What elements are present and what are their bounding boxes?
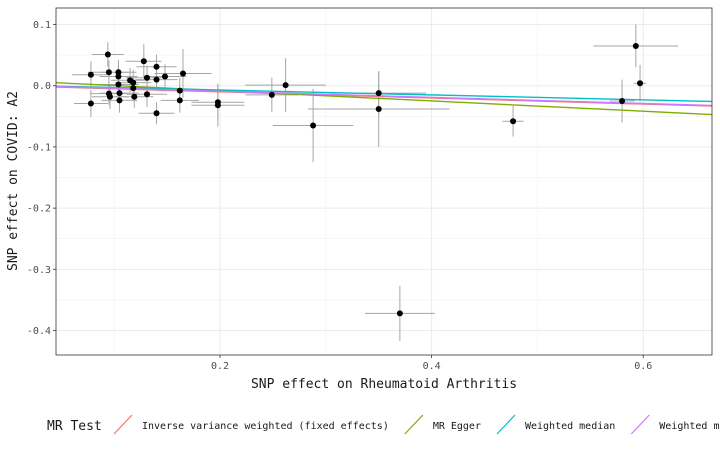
data-point: [115, 81, 122, 88]
data-point: [310, 122, 317, 129]
data-point: [115, 69, 122, 76]
y-tick-label: -0.1: [27, 142, 51, 153]
y-tick-label: -0.2: [27, 204, 51, 215]
legend-swatch: [630, 414, 650, 435]
legend-swatch: [496, 414, 516, 435]
data-point: [153, 110, 160, 117]
data-point: [176, 97, 183, 104]
legend-item: Weighted mode: [629, 413, 720, 435]
gridlines: [56, 8, 712, 355]
data-point: [214, 102, 221, 109]
y-tick-label: -0.4: [27, 326, 51, 337]
legend-label: MR Egger: [433, 421, 481, 432]
y-axis-title: SNP effect on COVID: A2: [6, 91, 21, 271]
data-point: [143, 74, 150, 81]
panel-border: [55, 7, 713, 356]
legend-item: Weighted median: [494, 413, 615, 435]
data-point: [116, 97, 123, 104]
legend-item: Inverse variance weighted (fixed effects…: [112, 413, 389, 435]
y-axis: 0.1 0.0 -0.1 -0.2 -0.3 -0.4: [27, 20, 56, 337]
data-point: [140, 58, 147, 65]
y-tick-label: -0.3: [27, 265, 51, 276]
data-point: [632, 42, 639, 49]
y-tick-label: 0.0: [33, 81, 51, 92]
fit-line: [55, 85, 713, 103]
data-point: [161, 73, 168, 80]
data-point: [375, 90, 382, 97]
data-point: [130, 79, 137, 86]
data-points: [87, 42, 644, 317]
data-point: [510, 118, 517, 125]
y-tick-label: 0.1: [33, 20, 51, 31]
data-point: [87, 71, 94, 78]
data-point: [619, 98, 626, 105]
legend-label: Inverse variance weighted (fixed effects…: [142, 421, 389, 432]
data-point: [106, 93, 113, 100]
legend-swatch: [404, 414, 424, 435]
data-point: [87, 100, 94, 107]
data-point: [282, 82, 289, 89]
fit-lines: [55, 82, 713, 116]
data-point: [153, 63, 160, 70]
data-point: [115, 73, 122, 80]
legend-title: MR Test: [47, 419, 102, 434]
fit-line: [55, 82, 713, 116]
legend: MR Test Inverse variance weighted (fixed…: [47, 413, 720, 435]
data-point: [130, 85, 137, 92]
data-point: [131, 93, 138, 100]
x-tick-label: 0.2: [211, 361, 229, 372]
data-point: [116, 90, 123, 97]
data-point: [179, 70, 186, 77]
legend-label: Weighted mode: [659, 421, 720, 432]
x-tick-label: 0.6: [634, 361, 652, 372]
x-axis: 0.2 0.4 0.6: [211, 355, 652, 372]
data-point: [176, 87, 183, 94]
x-axis-title: SNP effect on Rheumatoid Arthritis: [251, 377, 517, 392]
data-point: [143, 91, 150, 98]
data-point: [637, 80, 644, 87]
data-point: [396, 310, 403, 317]
data-point: [153, 76, 160, 83]
data-point: [268, 91, 275, 98]
data-point: [375, 105, 382, 112]
legend-items: Inverse variance weighted (fixed effects…: [112, 413, 720, 435]
data-point: [105, 69, 112, 76]
legend-label: Weighted median: [525, 421, 615, 432]
legend-swatch: [113, 414, 133, 435]
data-point: [104, 51, 111, 58]
fit-line: [55, 85, 713, 107]
x-tick-label: 0.4: [423, 361, 441, 372]
legend-item: MR Egger: [402, 413, 481, 435]
